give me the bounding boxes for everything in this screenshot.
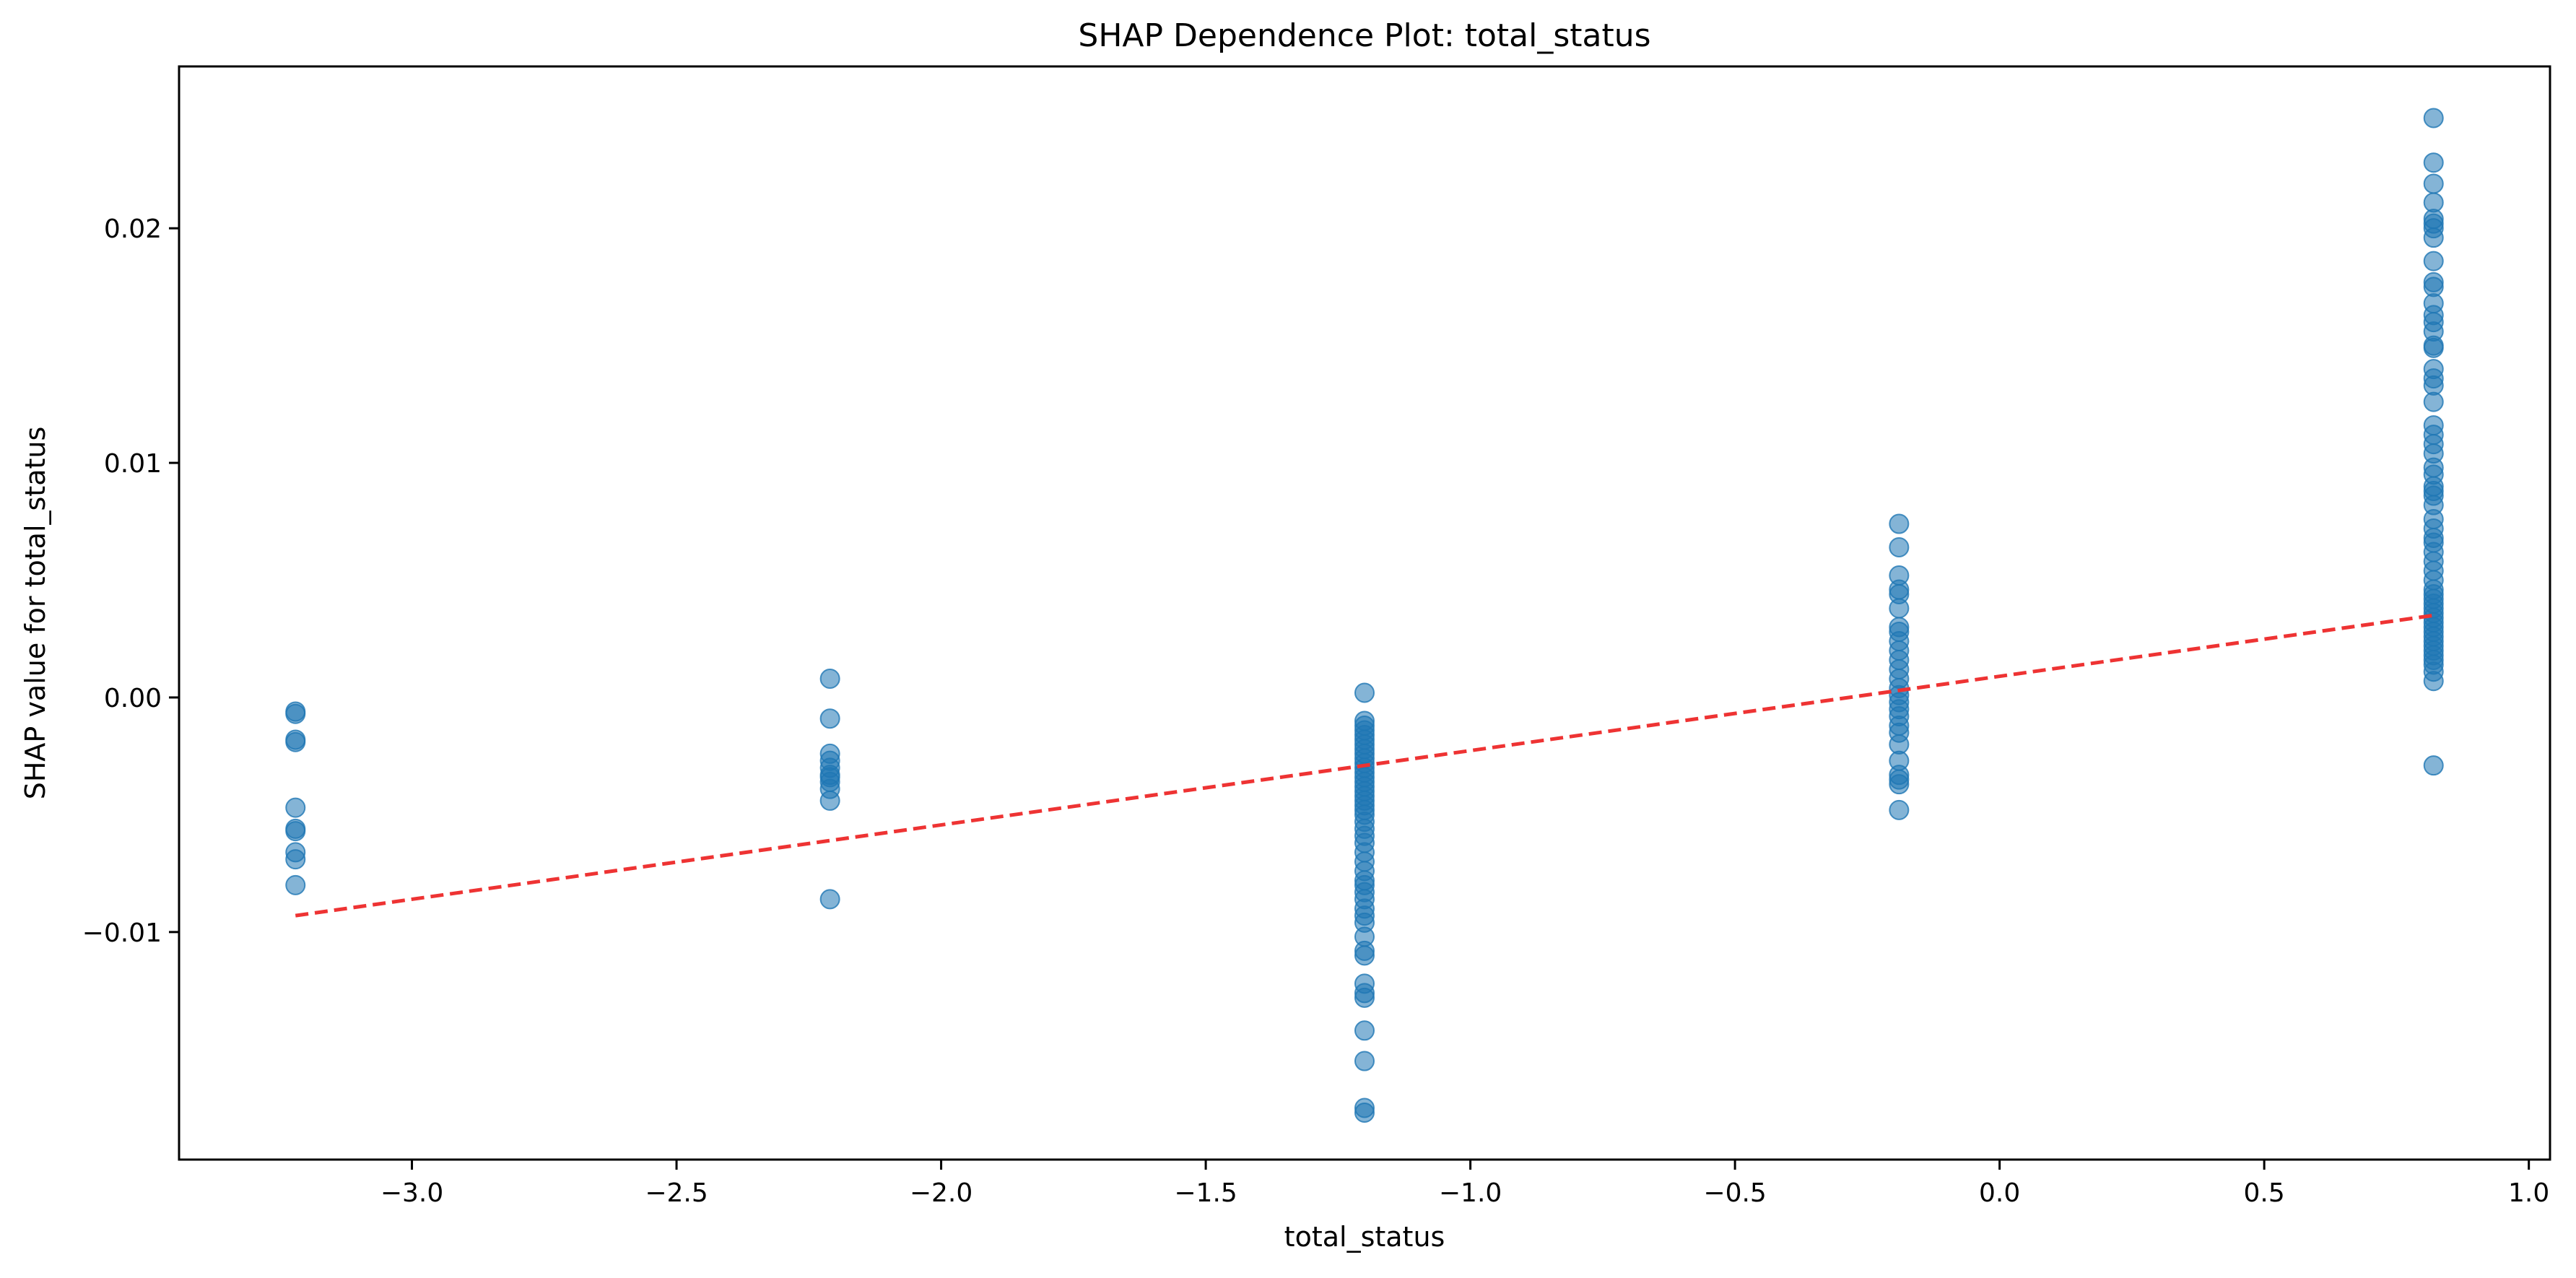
data-point bbox=[819, 668, 840, 689]
data-points bbox=[285, 108, 2444, 1123]
x-tick-label: −1.5 bbox=[1174, 1178, 1237, 1208]
data-point bbox=[2423, 108, 2444, 129]
x-tick-label: 0.0 bbox=[1979, 1178, 2020, 1208]
chart-title: SHAP Dependence Plot: total_status bbox=[1078, 17, 1650, 54]
data-point bbox=[2423, 671, 2444, 692]
data-point bbox=[2423, 337, 2444, 358]
data-point bbox=[2423, 173, 2444, 194]
x-tick-label: −2.0 bbox=[910, 1178, 972, 1208]
data-point bbox=[285, 703, 306, 724]
data-point bbox=[285, 849, 306, 870]
x-tick-label: −2.5 bbox=[645, 1178, 708, 1208]
y-tick-label: −0.01 bbox=[82, 918, 162, 948]
trend-line-layer bbox=[295, 613, 2434, 918]
plot-frame bbox=[178, 65, 2551, 1161]
x-tick-label: −1.0 bbox=[1439, 1178, 1502, 1208]
data-point bbox=[2423, 251, 2444, 271]
data-point bbox=[1889, 513, 1910, 534]
data-point bbox=[2423, 391, 2444, 412]
data-point bbox=[2423, 227, 2444, 248]
x-tick-label: 1.0 bbox=[2508, 1178, 2549, 1208]
data-point bbox=[2423, 755, 2444, 776]
data-point bbox=[819, 889, 840, 910]
data-point bbox=[1889, 537, 1910, 558]
data-point bbox=[1354, 682, 1375, 703]
y-tick-label: 0.00 bbox=[104, 684, 162, 713]
x-tick-label: −3.0 bbox=[380, 1178, 443, 1208]
data-point bbox=[819, 790, 840, 811]
y-tick-label: 0.01 bbox=[104, 449, 162, 479]
data-point bbox=[2423, 152, 2444, 173]
y-axis-label: SHAP value for total_status bbox=[19, 427, 51, 800]
y-tick-label: 0.02 bbox=[104, 214, 162, 244]
data-point bbox=[1354, 1051, 1375, 1071]
data-point bbox=[285, 821, 306, 842]
x-axis-ticks: −3.0 −2.5 −2.0 −1.5 −1.0 −0.5 0.0 0.5 1.0 bbox=[380, 1160, 2549, 1208]
data-point bbox=[1354, 1103, 1375, 1123]
x-tick-label: 0.5 bbox=[2244, 1178, 2285, 1208]
data-point bbox=[1354, 987, 1375, 1008]
data-point bbox=[285, 797, 306, 818]
data-point bbox=[1889, 799, 1910, 820]
x-tick-label: −0.5 bbox=[1703, 1178, 1766, 1208]
y-axis-ticks: −0.01 0.00 0.01 0.02 bbox=[82, 214, 179, 948]
trend-line bbox=[295, 613, 2434, 918]
x-axis-label: total_status bbox=[1284, 1221, 1445, 1253]
data-point bbox=[1889, 774, 1910, 795]
data-point bbox=[1354, 945, 1375, 966]
data-point bbox=[285, 874, 306, 895]
data-point bbox=[1889, 598, 1910, 619]
data-point bbox=[285, 731, 306, 752]
data-point bbox=[1354, 1020, 1375, 1041]
data-point bbox=[819, 708, 840, 729]
